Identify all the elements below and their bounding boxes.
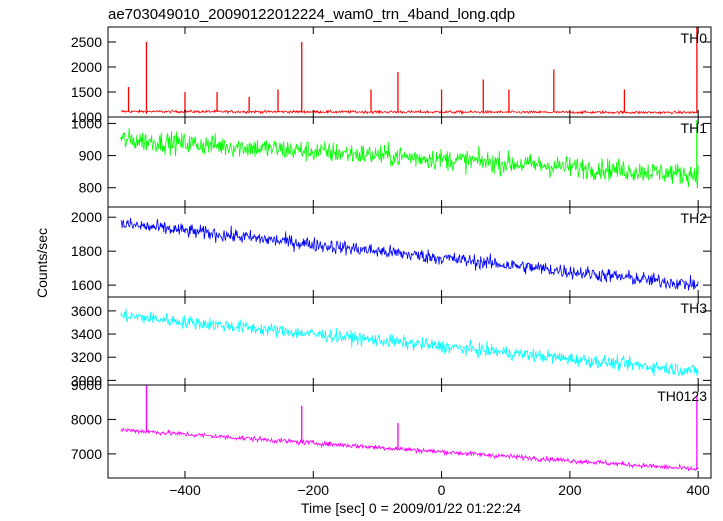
y-tick-label: 1800	[71, 243, 102, 259]
y-tick-label: 7000	[71, 446, 102, 462]
panel-frame-th2	[107, 206, 712, 298]
chart-title: ae703049010_20090122012224_wam0_trn_4ban…	[108, 6, 515, 23]
x-tick-label: 400	[686, 482, 710, 498]
y-tick-label: 3600	[71, 303, 102, 319]
series-line-th2	[120, 217, 699, 291]
series-line-th3	[120, 308, 699, 377]
y-tick-label: 8000	[71, 411, 102, 427]
panel-frame-th3	[107, 296, 712, 386]
panel-frame-th1	[107, 116, 712, 208]
panel-label-th0123: TH0123	[657, 388, 707, 404]
x-tick-label: 0	[438, 482, 446, 498]
panel-th3: 3000 3200 3400 3600 TH3	[71, 296, 712, 388]
y-tick-label: 2000	[71, 209, 102, 225]
panel-frame-th0123	[107, 384, 712, 479]
panel-th1: 800 900 1000 TH1	[71, 115, 712, 208]
y-tick-label: 2500	[71, 34, 102, 50]
panel-th0: 1000 1500 2000 2500 TH0	[71, 26, 712, 125]
panel-th0123: 7000 8000 9000 TH0123	[71, 377, 712, 479]
panel-label-th0: TH0	[681, 30, 708, 46]
y-tick-label: 1000	[71, 115, 102, 131]
y-tick-label: 3200	[71, 349, 102, 365]
y-tick-label: 2000	[71, 59, 102, 75]
x-tick-label: 200	[558, 482, 582, 498]
y-tick-label: 1500	[71, 84, 102, 100]
y-tick-label: 3400	[71, 326, 102, 342]
panel-th2: 1600 1800 2000 TH2	[71, 206, 712, 298]
series-line-th0123	[120, 427, 699, 472]
panel-frame-th0	[107, 26, 712, 118]
y-tick-label: 900	[79, 148, 103, 164]
x-tick-label: −200	[298, 482, 330, 498]
y-tick-label: 1600	[71, 277, 102, 293]
y-tick-label: 1000	[71, 109, 102, 125]
panel-label-th3: TH3	[681, 300, 708, 316]
panel-label-th2: TH2	[681, 210, 708, 226]
series-line-th0	[120, 108, 699, 116]
x-tick-label: −400	[169, 482, 201, 498]
y-tick-label: 3000	[71, 372, 102, 388]
y-axis-label: Counts/sec	[34, 228, 50, 298]
y-tick-label: 800	[79, 180, 103, 196]
panel-label-th1: TH1	[681, 120, 708, 136]
series-line-th1	[120, 128, 699, 189]
x-axis-label: Time [sec] 0 = 2009/01/22 01:22:24	[301, 500, 521, 516]
y-tick-label: 9000	[71, 377, 102, 393]
